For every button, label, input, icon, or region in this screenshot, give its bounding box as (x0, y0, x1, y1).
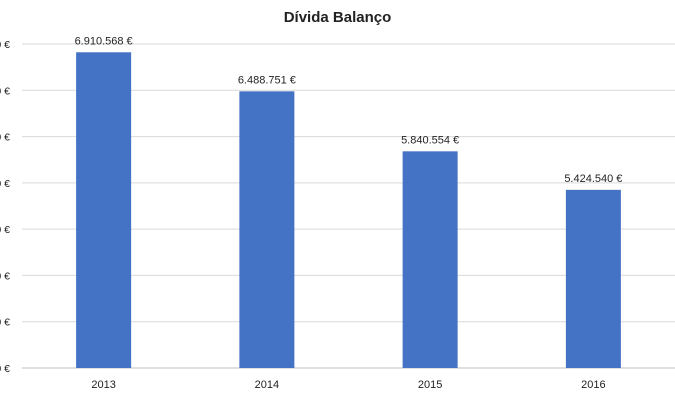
x-tick-label: 2014 (255, 379, 279, 391)
data-label: 5.840.554 € (401, 134, 459, 146)
y-tick-label: 0 € (0, 39, 10, 51)
data-label: 5.424.540 € (564, 173, 622, 185)
x-tick-label: 2016 (581, 379, 605, 391)
y-tick-label: 0 € (0, 317, 10, 329)
y-tick-label: 0 € (0, 85, 10, 97)
data-label: 6.488.751 € (238, 74, 296, 86)
bar-2016 (565, 189, 621, 368)
y-tick-label: 0 € (0, 178, 10, 190)
y-tick-label: 0 € (0, 132, 10, 144)
y-tick-label: 0 € (0, 270, 10, 282)
y-tick-label: 0 € (0, 224, 10, 236)
y-tick-label: 0 € (0, 363, 10, 375)
chart-title: Dívida Balanço (283, 9, 392, 26)
bar-2015 (402, 151, 458, 368)
x-tick-label: 2015 (418, 379, 442, 391)
bar-2013 (76, 52, 132, 369)
data-label: 6.910.568 € (75, 35, 133, 47)
bar-2014 (239, 91, 295, 368)
x-tick-label: 2013 (91, 379, 115, 391)
